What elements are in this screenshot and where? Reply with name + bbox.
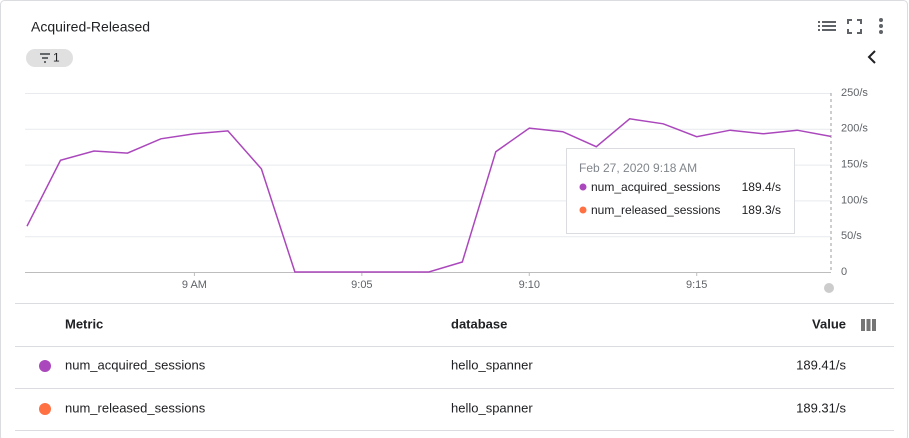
column-header[interactable]: database (451, 316, 507, 331)
column-header[interactable]: Metric (65, 316, 103, 331)
cell: num_acquired_sessions (65, 357, 206, 372)
filter-chip[interactable]: 1 (26, 49, 73, 67)
y-tick-label: 100/s (841, 194, 868, 206)
legend-icon[interactable] (818, 21, 836, 31)
x-tick-label: 9 AM (182, 279, 207, 291)
row-dot (39, 403, 51, 415)
cell: 189.31/s (796, 400, 846, 415)
cell: num_released_sessions (65, 400, 206, 415)
y-tick-label: 250/s (841, 87, 868, 99)
tooltip: Feb 27, 2020 9:18 AM num_acquired_sessio… (566, 148, 795, 234)
tooltip-value: 189.4/s (742, 180, 781, 194)
columns-icon[interactable] (861, 319, 876, 331)
tooltip-box (566, 148, 795, 234)
tooltip-dot (579, 206, 587, 214)
tooltip-name: num_acquired_sessions (591, 180, 720, 194)
row-dot (39, 360, 51, 372)
tooltip-value: 189.3/s (742, 203, 781, 217)
x-tick-label: 9:15 (686, 279, 707, 291)
fullscreen-icon[interactable] (847, 19, 862, 34)
column-header[interactable]: Value (812, 316, 846, 331)
cell: hello_spanner (451, 400, 533, 415)
more-icon[interactable] (879, 18, 883, 34)
line (26, 118, 831, 273)
cell: 189.41/s (796, 357, 846, 372)
y-tick-label: 150/s (841, 159, 868, 171)
cell: hello_spanner (451, 357, 533, 372)
tooltip-dot (579, 183, 587, 191)
cursor-handle (824, 283, 834, 293)
chip-bg (26, 49, 73, 67)
tooltip-time: Feb 27, 2020 9:18 AM (579, 161, 697, 175)
card-title: Acquired-Released (31, 19, 150, 35)
x-tick-label: 9:10 (519, 279, 540, 291)
x-tick-label: 9:05 (351, 279, 372, 291)
collapse-icon[interactable] (867, 50, 876, 64)
y-tick-label: 200/s (841, 123, 868, 135)
table: Metric database Value num_acquired_sessi… (15, 303, 894, 431)
tooltip-name: num_released_sessions (591, 203, 720, 217)
filter-count: 1 (53, 51, 60, 65)
y-tick-label: 0 (841, 266, 847, 278)
filter-icon (40, 53, 50, 63)
y-tick-label: 50/s (841, 230, 862, 242)
